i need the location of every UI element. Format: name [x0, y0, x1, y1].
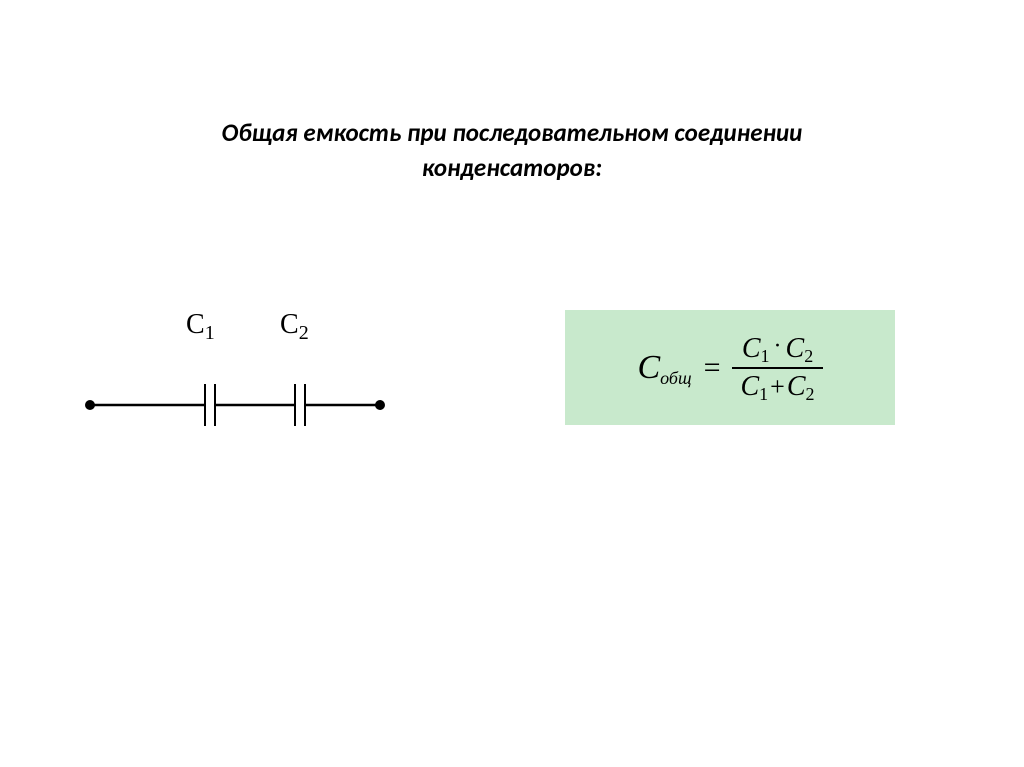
den-c2: C	[787, 371, 806, 403]
formula-lhs: C общ	[637, 349, 691, 387]
denominator: C 1 + C 2	[732, 369, 822, 405]
formula: C общ = C 1 · C 2 C 1 + C 2	[637, 331, 822, 405]
den-c1-sub: 1	[759, 384, 768, 405]
fraction: C 1 · C 2 C 1 + C 2	[732, 331, 822, 405]
title-line-1: Общая емкость при последовательном соеди…	[222, 117, 803, 148]
formula-box: C общ = C 1 · C 2 C 1 + C 2	[565, 310, 895, 425]
cap2-label: C2	[280, 309, 309, 344]
num-c2-sub: 2	[804, 346, 813, 367]
equals-sign: =	[704, 351, 721, 385]
cap1-label: C1	[186, 309, 215, 344]
circuit-diagram: C1 C2	[70, 295, 410, 455]
num-op: ·	[774, 333, 782, 360]
circuit-svg: C1 C2	[70, 295, 410, 455]
num-c2: C	[786, 333, 805, 365]
den-c2-sub: 2	[806, 384, 815, 405]
num-c1: C	[742, 333, 761, 365]
title-line-2: конденсаторов:	[422, 152, 602, 183]
terminal-right	[375, 400, 385, 410]
result-sub: общ	[660, 368, 691, 389]
diagram-title: Общая емкость при последовательном соеди…	[0, 115, 1024, 185]
numerator: C 1 · C 2	[734, 331, 821, 367]
result-var: C	[637, 349, 660, 387]
num-c1-sub: 1	[761, 346, 770, 367]
den-op: +	[770, 372, 785, 402]
den-c1: C	[740, 371, 759, 403]
